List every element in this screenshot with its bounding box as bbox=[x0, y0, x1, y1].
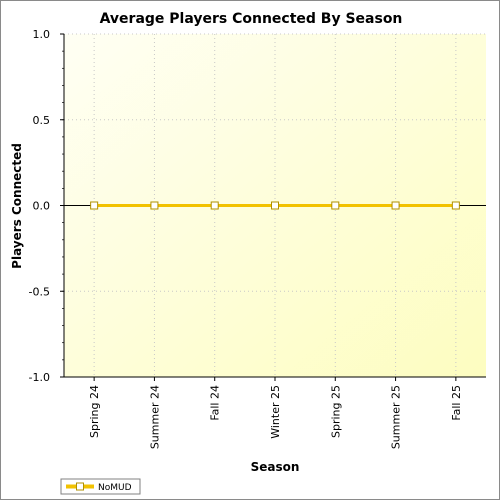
data-point bbox=[210, 201, 219, 210]
y-tick-label: 0.0 bbox=[33, 200, 51, 213]
x-tick-label: Spring 24 bbox=[88, 385, 101, 438]
data-point bbox=[391, 201, 400, 210]
data-point bbox=[271, 201, 279, 210]
y-tick-label: -1.0 bbox=[29, 371, 50, 384]
legend-label-nomud: NoMUD bbox=[98, 483, 132, 493]
legend-swatch-marker bbox=[76, 482, 84, 491]
chart-title: Average Players Connected By Season bbox=[100, 11, 403, 27]
series-lines bbox=[90, 201, 460, 210]
data-point bbox=[90, 201, 99, 210]
x-tick-labels: Spring 24 Summer 24 Fall 24 Winter 25 Spring… bbox=[88, 385, 463, 449]
x-axis-label: Season bbox=[251, 460, 300, 474]
y-tick-label: 1.0 bbox=[33, 28, 51, 41]
legend: NoMUD bbox=[60, 478, 141, 495]
x-tick-label: Spring 25 bbox=[329, 385, 342, 438]
data-point bbox=[150, 201, 159, 210]
data-point bbox=[331, 201, 340, 210]
y-tick-label: -0.5 bbox=[29, 285, 50, 298]
x-tick-label: Summer 24 bbox=[148, 385, 161, 449]
data-point bbox=[451, 201, 460, 210]
y-tick-labels: 1.0 0.5 0.0 -0.5 -1.0 bbox=[29, 28, 50, 384]
y-axis-label: Players Connected bbox=[10, 143, 24, 269]
x-tick-label: Fall 24 bbox=[209, 385, 222, 421]
y-tick-label: 0.5 bbox=[33, 114, 51, 127]
x-tick-label: Summer 25 bbox=[390, 385, 403, 449]
x-tick-label: Winter 25 bbox=[269, 385, 282, 439]
x-tick-label: Fall 25 bbox=[450, 385, 463, 421]
